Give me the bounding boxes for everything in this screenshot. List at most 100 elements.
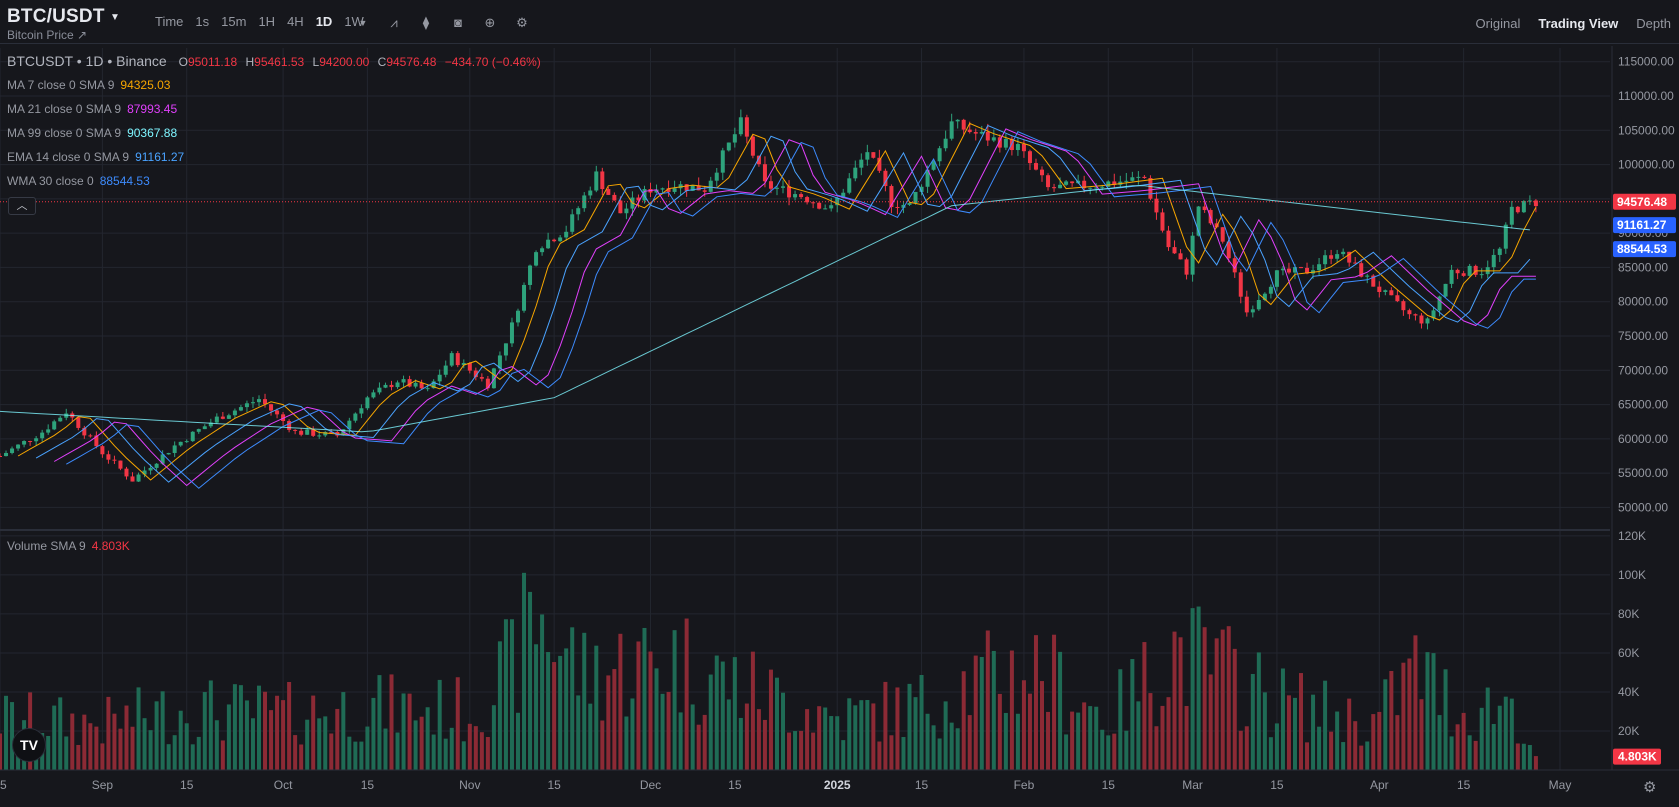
volume-bar (606, 675, 611, 770)
volume-bar (46, 735, 51, 770)
candle-body (931, 161, 936, 170)
candle-body (485, 378, 490, 389)
candle-body (913, 191, 918, 204)
candle-body (1359, 263, 1364, 277)
interval-15m[interactable]: 15m (221, 14, 247, 29)
volume-bar (913, 697, 918, 770)
volume-bar (835, 716, 840, 770)
candles-icon[interactable]: ⧫ (422, 15, 430, 30)
candle-body (1268, 286, 1273, 294)
candle-body (660, 188, 665, 190)
interval-1s[interactable]: 1s (195, 14, 210, 29)
volume-bar (702, 714, 707, 770)
legend-ema14[interactable]: EMA 14 close 0 SMA 9 91161.27 (7, 150, 184, 164)
volume-bar (756, 709, 761, 770)
candle-body (34, 438, 39, 442)
time-tick-label: 15 (0, 778, 7, 792)
candle-body (365, 397, 370, 409)
volume-bar (907, 683, 912, 770)
price-tick-label: 60000.00 (1618, 432, 1668, 446)
volume-bar (1226, 626, 1231, 770)
view-original[interactable]: Original (1475, 16, 1521, 31)
candle-body (696, 185, 701, 191)
volume-bar (1395, 715, 1400, 770)
volume-bar (377, 675, 382, 770)
candle-body (1425, 318, 1430, 324)
gear-icon[interactable]: ⚙ (516, 15, 528, 30)
candle-body (955, 119, 960, 122)
volume-bar (678, 712, 683, 770)
candle-body (389, 384, 394, 388)
candle-body (16, 444, 21, 449)
candle-body (238, 407, 243, 411)
volume-bar (588, 703, 593, 770)
interval-1w[interactable]: 1W (344, 14, 364, 29)
volume-bar (263, 691, 268, 770)
settings-gear-icon[interactable]: ⚙ (1643, 779, 1657, 796)
candle-body (1377, 286, 1382, 293)
volume-bar (52, 705, 57, 770)
volume-bar (684, 618, 689, 770)
volume-bar (335, 708, 340, 770)
legend-ma21[interactable]: MA 21 close 0 SMA 9 87993.45 (7, 102, 177, 116)
candle-body (793, 194, 798, 198)
candle-body (1100, 186, 1105, 188)
view-trading-view[interactable]: Trading View (1538, 16, 1619, 31)
candle-body (678, 184, 683, 189)
volume-bar (1365, 741, 1370, 770)
legend-wma30[interactable]: WMA 30 close 0 88544.53 (7, 174, 150, 188)
interval-time[interactable]: Time (155, 14, 184, 29)
candle-body (540, 248, 545, 253)
volume-bar (666, 691, 671, 770)
chevron-down-icon[interactable]: ▼ (358, 18, 368, 28)
volume-bar (130, 726, 135, 770)
tradingview-logo-icon[interactable]: TV (12, 728, 46, 762)
interval-1d[interactable]: 1D (315, 14, 333, 29)
plus-circle-icon[interactable]: ⊕ (484, 15, 496, 30)
chevron-up-icon[interactable]: ︿ (8, 197, 36, 215)
legend-volume[interactable]: Volume SMA 9 4.803K (7, 539, 130, 553)
view-depth[interactable]: Depth (1636, 16, 1671, 31)
chevron-down-icon[interactable]: ▼ (110, 12, 120, 23)
candle-body (371, 392, 376, 398)
interval-4h[interactable]: 4H (287, 14, 304, 29)
volume-bar (841, 740, 846, 770)
candle-body (847, 178, 852, 193)
candle-body (1021, 143, 1026, 152)
candle-body (1046, 175, 1051, 188)
candle-body (787, 186, 792, 198)
candle-body (901, 204, 906, 208)
candle-body (606, 189, 611, 195)
time-tick-label: Dec (640, 778, 661, 792)
candle-body (154, 463, 159, 468)
candle-body (166, 452, 171, 455)
candle-body (1238, 272, 1243, 297)
volume-bar (1467, 735, 1472, 770)
symbol-title[interactable]: BTC/USDT (7, 6, 105, 27)
indicators-icon[interactable]: ⩘ (390, 15, 398, 30)
price-tick-label: 115000.00 (1618, 55, 1674, 69)
volume-bar (1256, 652, 1261, 770)
volume-bar (1455, 724, 1460, 770)
candle-body (136, 474, 141, 482)
time-tick-label: Sep (92, 778, 114, 792)
legend-ma99[interactable]: MA 99 close 0 SMA 9 90367.88 (7, 126, 177, 140)
candle-body (1178, 253, 1183, 260)
candle-body (1292, 267, 1297, 273)
candle-body (431, 381, 436, 389)
candle-body (805, 197, 810, 203)
camera-icon[interactable]: ◙ (454, 15, 462, 30)
legend-ma7[interactable]: MA 7 close 0 SMA 9 94325.03 (7, 78, 170, 92)
price-tick-label: 70000.00 (1618, 363, 1668, 377)
volume-tick-label: 20K (1618, 724, 1639, 738)
candle-body (1226, 241, 1231, 259)
candle-body (1467, 265, 1472, 276)
symbol-subtitle[interactable]: Bitcoin Price ↗ (7, 28, 88, 42)
volume-bar (726, 699, 731, 770)
volume-bar (636, 641, 641, 770)
candle-body (1124, 180, 1129, 182)
candle-body (22, 441, 27, 445)
interval-1h[interactable]: 1H (258, 14, 276, 29)
volume-bar (1323, 680, 1328, 770)
